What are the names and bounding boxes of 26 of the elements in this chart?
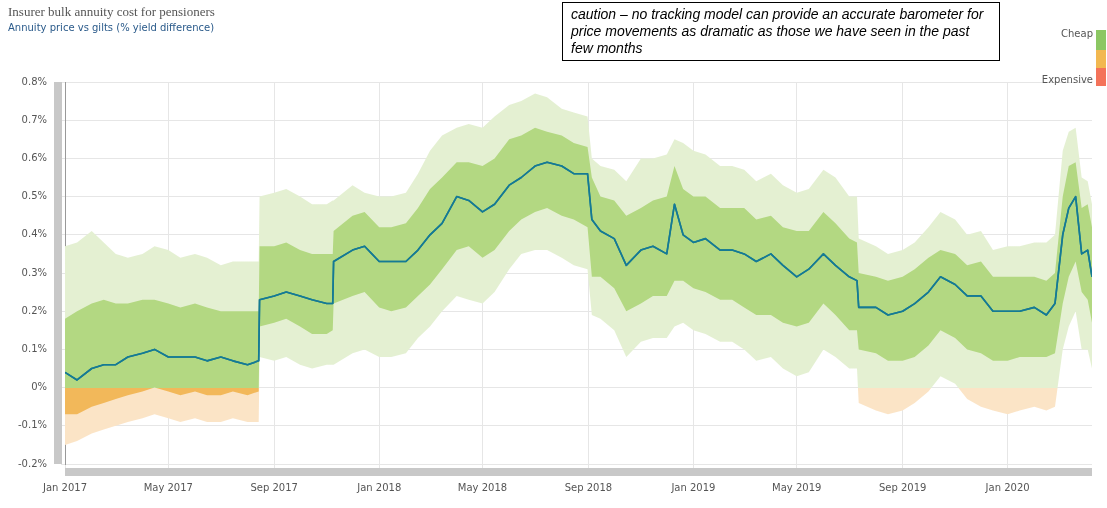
y-tick-label: 0.7% bbox=[21, 113, 48, 125]
y-tick-label: 0.5% bbox=[21, 190, 48, 202]
x-tick-label: Jan 2017 bbox=[41, 481, 88, 493]
y-tick-label: -0.1% bbox=[18, 419, 48, 431]
x-tick-label: Sep 2018 bbox=[564, 481, 613, 493]
annotation: Expensive bbox=[1041, 74, 1093, 85]
x-tick-label: Sep 2017 bbox=[250, 481, 298, 493]
x-tick-label: Jan 2019 bbox=[670, 481, 716, 493]
y-tick-label: 0.6% bbox=[21, 151, 48, 163]
y-tick-label: -0.2% bbox=[18, 457, 48, 469]
x-tick-label: Jan 2020 bbox=[984, 481, 1030, 493]
x-tick-label: May 2018 bbox=[457, 481, 508, 493]
text: Cheap bbox=[1061, 28, 1093, 39]
x-tick-label: May 2019 bbox=[772, 481, 822, 493]
x-tick-label: Sep 2019 bbox=[878, 481, 927, 493]
text: caution – no tracking model can provide an accurate barometer for price movements as dramatic as those we have seen in the past few months bbox=[562, 2, 1000, 61]
chart-title: Insurer bulk annuity cost for pensioners bbox=[8, 4, 215, 20]
x-tick-label: May 2017 bbox=[143, 481, 193, 493]
x-tick-label: Jan 2018 bbox=[356, 481, 402, 493]
y-tick-label: 0.3% bbox=[21, 266, 48, 278]
y-tick-label: 0.4% bbox=[21, 228, 48, 240]
y-tick-label: 0.8% bbox=[21, 75, 48, 87]
y-tick-label: 0% bbox=[31, 381, 48, 393]
y-tick-label: 0.2% bbox=[21, 304, 48, 316]
chart-subtitle: Annuity price vs gilts (% yield difference) bbox=[8, 22, 215, 33]
y-tick-label: 0.1% bbox=[21, 342, 48, 354]
